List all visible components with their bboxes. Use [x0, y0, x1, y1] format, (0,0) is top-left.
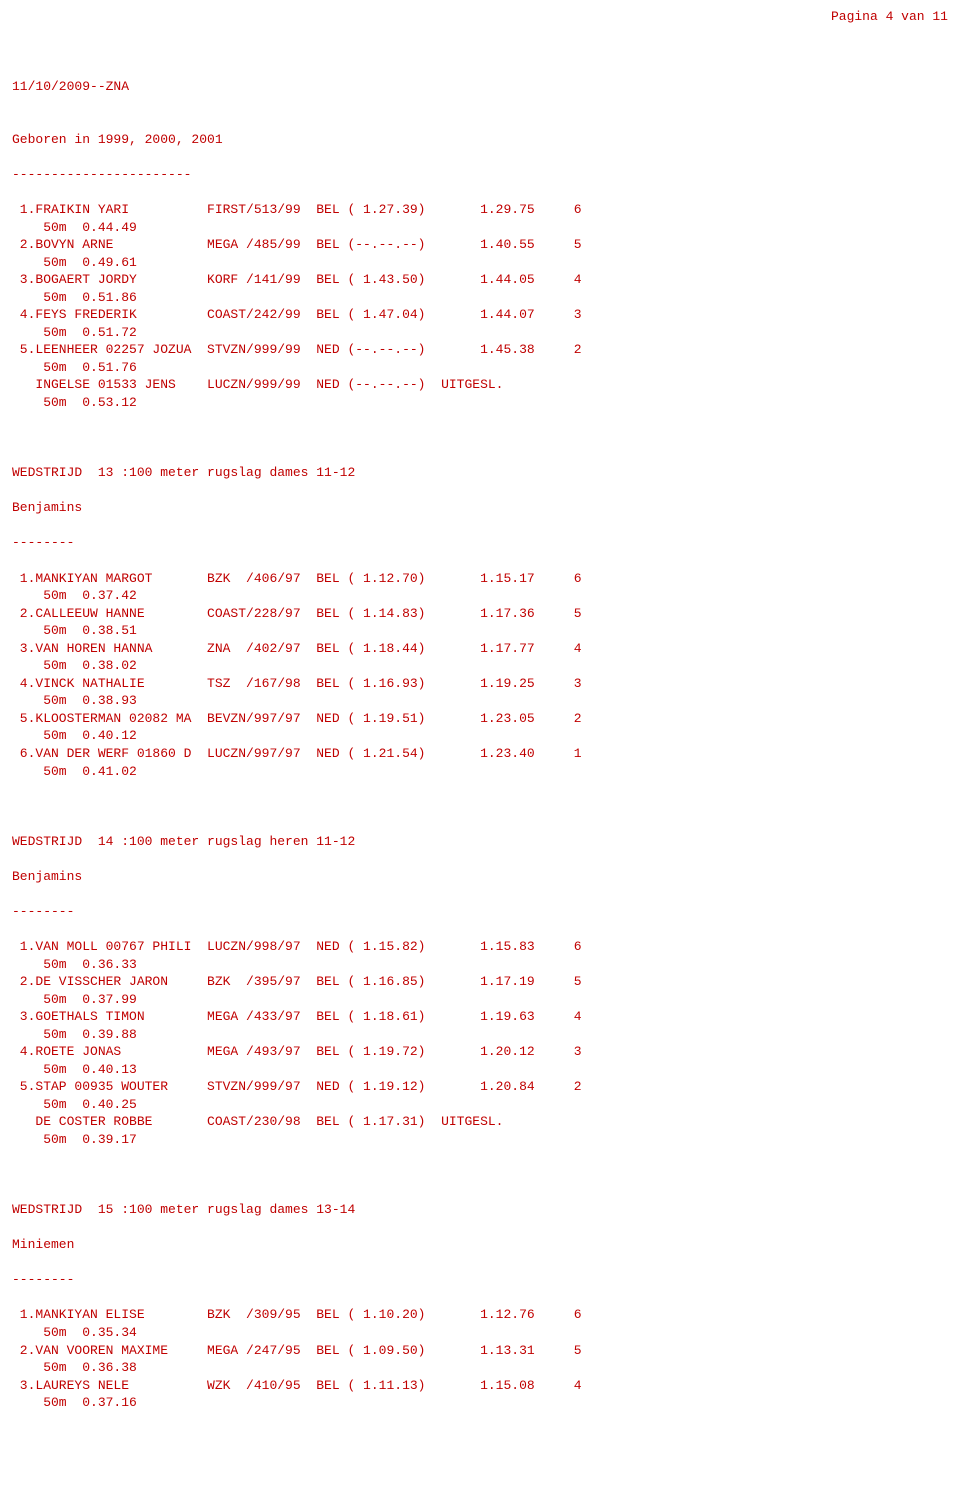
section-dash: -------- [12, 903, 948, 921]
result-split: 50m 0.37.42 [12, 587, 948, 605]
result-row: 3.VAN HOREN HANNA ZNA /402/97 BEL ( 1.18… [12, 640, 948, 658]
result-row: 5.KLOOSTERMAN 02082 MA BEVZN/997/97 NED … [12, 710, 948, 728]
result-split: 50m 0.39.88 [12, 1026, 948, 1044]
result-split: 50m 0.36.38 [12, 1359, 948, 1377]
section-dash: -------- [12, 534, 948, 552]
header-left: 11/10/2009--ZNA [12, 78, 948, 96]
event15-results: 1.MANKIYAN ELISE BZK /309/95 BEL ( 1.10.… [12, 1306, 948, 1411]
result-split: 50m 0.37.16 [12, 1394, 948, 1412]
result-split: 50m 0.51.72 [12, 324, 948, 342]
result-row: 5.STAP 00935 WOUTER STVZN/999/97 NED ( 1… [12, 1078, 948, 1096]
result-split: 50m 0.38.02 [12, 657, 948, 675]
event-cat: Benjamins [12, 868, 948, 886]
result-split: 50m 0.53.12 [12, 394, 948, 412]
blank [12, 798, 948, 816]
result-row: 1.VAN MOLL 00767 PHILI LUCZN/998/97 NED … [12, 938, 948, 956]
event14-results: 1.VAN MOLL 00767 PHILI LUCZN/998/97 NED … [12, 938, 948, 1149]
result-row: 2.VAN VOOREN MAXIME MEGA /247/95 BEL ( 1… [12, 1342, 948, 1360]
result-row: 2.BOVYN ARNE MEGA /485/99 BEL (--.--.--)… [12, 236, 948, 254]
result-split: 50m 0.51.76 [12, 359, 948, 377]
result-split: 50m 0.36.33 [12, 956, 948, 974]
result-row: 5.LEENHEER 02257 JOZUA STVZN/999/99 NED … [12, 341, 948, 359]
result-row: 4.FEYS FREDERIK COAST/242/99 BEL ( 1.47.… [12, 306, 948, 324]
result-split: 50m 0.41.02 [12, 763, 948, 781]
blank [12, 429, 948, 447]
result-row: 1.MANKIYAN ELISE BZK /309/95 BEL ( 1.10.… [12, 1306, 948, 1324]
result-row: 3.LAUREYS NELE WZK /410/95 BEL ( 1.11.13… [12, 1377, 948, 1395]
result-row: 1.MANKIYAN MARGOT BZK /406/97 BEL ( 1.12… [12, 570, 948, 588]
result-row: 4.ROETE JONAS MEGA /493/97 BEL ( 1.19.72… [12, 1043, 948, 1061]
result-row: DE COSTER ROBBE COAST/230/98 BEL ( 1.17.… [12, 1113, 948, 1131]
event-cat: Miniemen [12, 1236, 948, 1254]
result-row: 2.CALLEEUW HANNE COAST/228/97 BEL ( 1.14… [12, 605, 948, 623]
event13-results: 1.MANKIYAN MARGOT BZK /406/97 BEL ( 1.12… [12, 570, 948, 781]
result-split: 50m 0.44.49 [12, 219, 948, 237]
result-split: 50m 0.39.17 [12, 1131, 948, 1149]
result-row: INGELSE 01533 JENS LUCZN/999/99 NED (--.… [12, 376, 948, 394]
result-row: 1.FRAIKIN YARI FIRST/513/99 BEL ( 1.27.3… [12, 201, 948, 219]
result-row: 3.BOGAERT JORDY KORF /141/99 BEL ( 1.43.… [12, 271, 948, 289]
dash-line: ----------------------- [12, 166, 948, 184]
birth-line: Geboren in 1999, 2000, 2001 [12, 131, 948, 149]
event-title: WEDSTRIJD 15 :100 meter rugslag dames 13… [12, 1201, 948, 1219]
event-title: WEDSTRIJD 13 :100 meter rugslag dames 11… [12, 464, 948, 482]
result-row: 4.VINCK NATHALIE TSZ /167/98 BEL ( 1.16.… [12, 675, 948, 693]
result-split: 50m 0.40.13 [12, 1061, 948, 1079]
result-split: 50m 0.38.51 [12, 622, 948, 640]
result-split: 50m 0.38.93 [12, 692, 948, 710]
result-row: 2.DE VISSCHER JARON BZK /395/97 BEL ( 1.… [12, 973, 948, 991]
blank [12, 1166, 948, 1184]
result-row: 6.VAN DER WERF 01860 D LUCZN/997/97 NED … [12, 745, 948, 763]
result-split: 50m 0.35.34 [12, 1324, 948, 1342]
top-results: 1.FRAIKIN YARI FIRST/513/99 BEL ( 1.27.3… [12, 201, 948, 412]
result-split: 50m 0.51.86 [12, 289, 948, 307]
header-right: Pagina 4 van 11 [831, 8, 948, 26]
result-split: 50m 0.40.12 [12, 727, 948, 745]
event-title: WEDSTRIJD 14 :100 meter rugslag heren 11… [12, 833, 948, 851]
section-dash: -------- [12, 1271, 948, 1289]
result-split: 50m 0.37.99 [12, 991, 948, 1009]
event-cat: Benjamins [12, 499, 948, 517]
result-row: 3.GOETHALS TIMON MEGA /433/97 BEL ( 1.18… [12, 1008, 948, 1026]
result-split: 50m 0.40.25 [12, 1096, 948, 1114]
result-split: 50m 0.49.61 [12, 254, 948, 272]
